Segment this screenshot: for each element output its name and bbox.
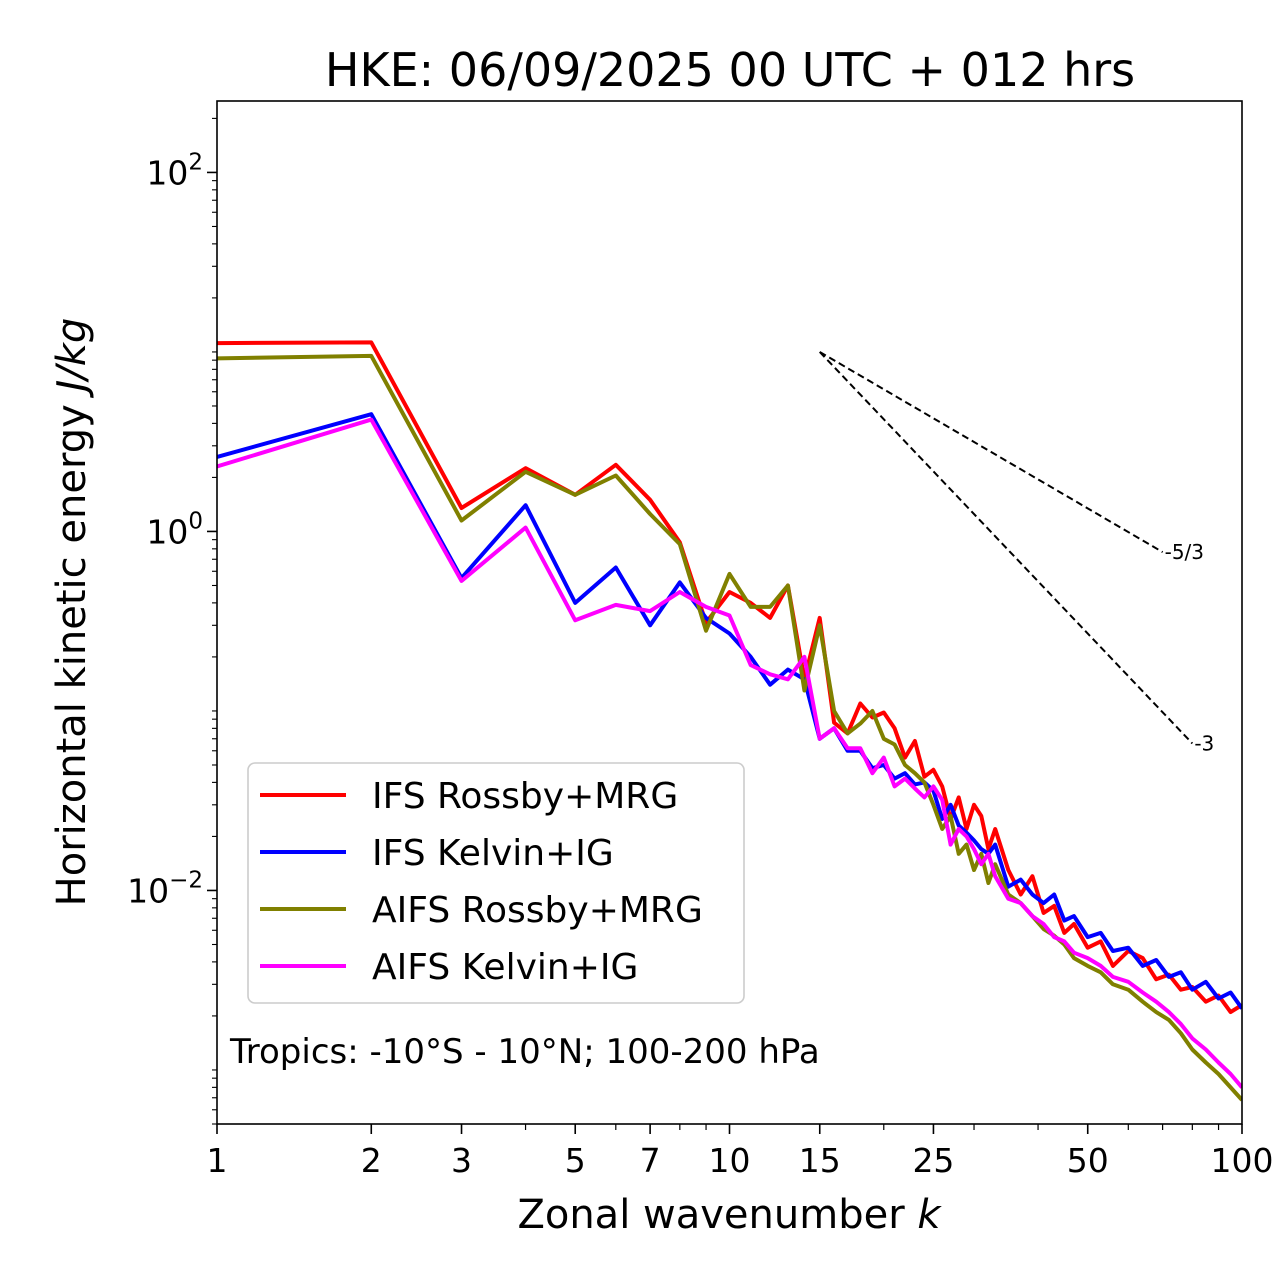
legend-box [247, 762, 745, 1004]
chart-title: HKE: 06/09/2025 00 UTC + 012 hrs [325, 43, 1135, 97]
x-tick-label: 50 [1067, 1141, 1109, 1180]
y-axis-label-units: J/kg [49, 318, 95, 399]
y-tick-label: 102 [146, 149, 203, 192]
y-axis-ticks: 102 100 10−2 [127, 149, 217, 910]
legend-label-aifs-kelvin: AIFS Kelvin+IG [372, 947, 638, 988]
x-tick-label: 15 [799, 1141, 841, 1180]
x-tick-label: 5 [565, 1141, 586, 1180]
y-tick-label: 100 [146, 508, 203, 551]
x-tick-label: 2 [361, 1141, 382, 1180]
y-axis-label-text: Horizontal kinetic energy [49, 404, 95, 906]
y-minor-ticks [212, 117, 217, 1125]
plot-frame [216, 100, 1243, 1125]
legend: IFS Rossby+MRG IFS Kelvin+IG AIFS Rossby… [247, 762, 745, 1004]
x-tick-label: 25 [912, 1141, 954, 1180]
reference-line-5-3-slope [819, 351, 1164, 553]
x-axis-label-text: Zonal wavenumber [517, 1192, 905, 1238]
y-axis-label: Horizontal kinetic energy J/kg [49, 318, 95, 907]
series-line-aifs-rossby-mrg [217, 353, 1242, 1102]
x-tick-label: 100 [1211, 1141, 1274, 1180]
x-tick-label: 10 [709, 1141, 751, 1180]
x-axis-ticks: 1 2 3 5 7 10 15 25 50 100 [207, 1124, 1274, 1180]
x-tick-label: 3 [451, 1141, 472, 1180]
series-line-ifs-kelvin-ig [217, 412, 1242, 1010]
series-lines [217, 340, 1242, 1102]
x-axis-label-var: k [917, 1192, 942, 1238]
x-tick-label: 7 [640, 1141, 661, 1180]
y-tick-label: 10−2 [127, 867, 203, 910]
legend-label-ifs-kelvin: IFS Kelvin+IG [372, 833, 614, 874]
reference-line-3-slope [819, 351, 1194, 745]
region-annotation: Tropics: -10°S - 10°N; 100-200 hPa [229, 1032, 820, 1072]
x-tick-label: 1 [207, 1141, 228, 1180]
series-line-aifs-kelvin-ig [217, 417, 1242, 1089]
legend-label-ifs-rossby: IFS Rossby+MRG [372, 776, 678, 817]
reference-label-3-slope: -3 [1194, 731, 1214, 755]
legend-label-aifs-rossby: AIFS Rossby+MRG [372, 890, 703, 931]
x-axis-label: Zonal wavenumber k [517, 1192, 942, 1238]
reference-slope-lines: -5/3 -3 [819, 351, 1214, 755]
reference-label-5-3-slope: -5/3 [1165, 540, 1204, 564]
